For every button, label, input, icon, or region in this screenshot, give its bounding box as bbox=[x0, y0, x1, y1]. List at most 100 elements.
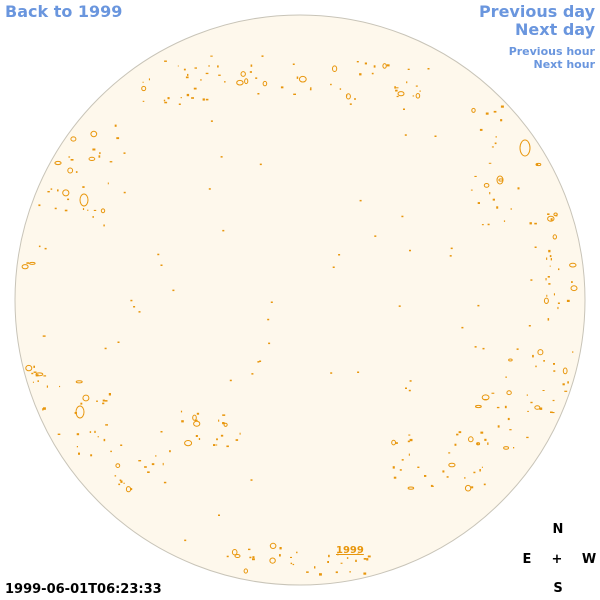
contour-mark bbox=[213, 444, 215, 446]
contour-mark bbox=[202, 98, 205, 101]
contour-mark bbox=[367, 555, 371, 558]
contour-mark bbox=[269, 557, 276, 564]
contour-mark bbox=[118, 483, 121, 486]
contour-mark bbox=[205, 98, 209, 101]
contour-mark bbox=[403, 108, 405, 110]
contour-mark bbox=[108, 393, 111, 396]
contour-mark bbox=[543, 360, 545, 362]
contour-mark bbox=[458, 431, 462, 434]
contour-mark bbox=[160, 431, 163, 433]
contour-mark bbox=[240, 71, 246, 77]
contour-mark bbox=[250, 479, 253, 481]
back-to-year-link[interactable]: Back to 1999 bbox=[5, 2, 123, 21]
contour-mark bbox=[427, 68, 430, 70]
contour-mark bbox=[549, 265, 551, 267]
contour-mark bbox=[335, 571, 338, 574]
contour-mark bbox=[537, 349, 544, 356]
contour-mark bbox=[552, 234, 557, 240]
next-day-link[interactable]: Next day bbox=[515, 20, 595, 39]
contour-mark bbox=[96, 400, 98, 402]
contour-mark bbox=[117, 341, 120, 343]
contour-mark bbox=[222, 229, 225, 232]
contour-mark bbox=[349, 103, 352, 105]
magnetic-contour-layer bbox=[21, 55, 578, 576]
contour-mark bbox=[549, 255, 552, 258]
contour-mark bbox=[562, 367, 568, 375]
contour-mark bbox=[553, 293, 555, 296]
contour-mark bbox=[164, 60, 167, 62]
contour-mark bbox=[464, 477, 466, 479]
contour-mark bbox=[553, 363, 555, 365]
year-link[interactable]: 1999 bbox=[336, 545, 364, 556]
contour-mark bbox=[566, 299, 570, 302]
contour-mark bbox=[398, 305, 401, 307]
contour-mark bbox=[32, 381, 34, 383]
contour-mark bbox=[38, 245, 41, 248]
contour-mark bbox=[493, 110, 497, 113]
contour-mark bbox=[564, 390, 568, 392]
contour-mark bbox=[67, 167, 74, 174]
contour-mark bbox=[530, 401, 533, 404]
contour-mark bbox=[530, 279, 533, 281]
contour-mark bbox=[558, 268, 560, 271]
contour-mark bbox=[147, 471, 150, 473]
contour-mark bbox=[148, 78, 150, 81]
contour-mark bbox=[186, 93, 190, 97]
contour-mark bbox=[395, 442, 398, 444]
contour-mark bbox=[543, 297, 549, 304]
contour-mark bbox=[33, 365, 35, 368]
contour-mark bbox=[130, 299, 133, 302]
contour-loop bbox=[79, 193, 89, 207]
contour-mark bbox=[104, 347, 107, 350]
contour-mark bbox=[415, 85, 418, 87]
next-hour-link[interactable]: Next hour bbox=[533, 58, 596, 71]
contour-mark bbox=[496, 206, 499, 209]
contour-mark bbox=[279, 554, 281, 557]
contour-mark bbox=[92, 216, 94, 218]
contour-mark bbox=[31, 372, 34, 375]
contour-mark bbox=[181, 420, 184, 423]
contour-mark bbox=[395, 87, 399, 89]
contour-mark bbox=[90, 130, 98, 138]
contour-mark bbox=[412, 95, 415, 97]
contour-mark bbox=[97, 436, 99, 438]
previous-hour-link[interactable]: Previous hour bbox=[508, 45, 595, 58]
compass-south-label: S bbox=[553, 581, 563, 596]
contour-mark bbox=[21, 264, 29, 270]
contour-mark bbox=[424, 475, 427, 477]
contour-mark bbox=[103, 438, 106, 442]
contour-mark bbox=[408, 389, 411, 392]
contour-mark bbox=[550, 411, 553, 413]
contour-mark bbox=[107, 182, 109, 185]
contour-mark bbox=[42, 408, 44, 411]
contour-mark bbox=[529, 222, 532, 225]
contour-mark bbox=[142, 100, 145, 102]
contour-mark bbox=[417, 466, 420, 468]
contour-mark bbox=[220, 156, 223, 158]
contour-mark bbox=[401, 459, 404, 461]
contour-mark bbox=[76, 433, 80, 436]
contour-mark bbox=[474, 346, 477, 348]
contour-mark bbox=[500, 119, 503, 122]
contour-mark bbox=[407, 440, 410, 443]
contour-mark bbox=[510, 208, 512, 210]
contour-mark bbox=[572, 351, 574, 353]
contour-mark bbox=[449, 255, 452, 257]
compass-north-label: N bbox=[552, 522, 564, 537]
contour-mark bbox=[218, 514, 220, 516]
contour-mark bbox=[550, 218, 553, 221]
contour-mark bbox=[527, 410, 529, 412]
contour-mark bbox=[75, 171, 78, 173]
contour-mark bbox=[484, 438, 487, 441]
contour-mark bbox=[157, 253, 160, 256]
contour-mark bbox=[196, 412, 200, 415]
contour-mark bbox=[102, 402, 105, 405]
contour-mark bbox=[547, 276, 550, 278]
contour-mark bbox=[476, 442, 479, 445]
contour-mark bbox=[536, 163, 539, 166]
contour-mark bbox=[223, 422, 228, 427]
previous-day-link[interactable]: Previous day bbox=[478, 2, 595, 21]
contour-mark bbox=[475, 404, 482, 409]
contour-mark bbox=[497, 425, 500, 428]
contour-mark bbox=[487, 442, 489, 445]
